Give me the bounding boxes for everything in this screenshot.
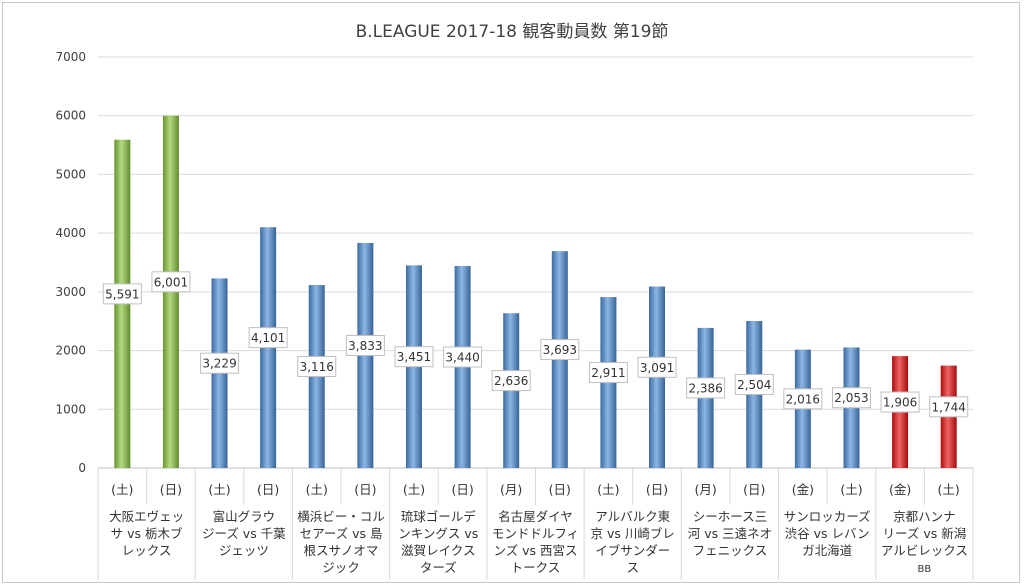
y-tick-label: 1000 xyxy=(55,402,86,416)
data-label-box xyxy=(540,339,580,361)
matchup-label: ンキングス vs xyxy=(398,526,478,541)
data-label-box xyxy=(831,387,871,409)
data-label: 3,451 xyxy=(397,350,431,364)
day-label: (土) xyxy=(306,482,328,497)
data-label: 2,911 xyxy=(591,366,625,380)
day-label: (日) xyxy=(743,482,765,497)
matchup-label: 根スサノオマ xyxy=(304,543,379,558)
matchup-label: アルビレックス xyxy=(881,543,968,558)
matchup-label: 大阪エヴェッ xyxy=(109,509,184,524)
matchup-label: サ vs 栃木ブ xyxy=(111,526,183,541)
day-label: (月) xyxy=(500,482,522,497)
day-label: (土) xyxy=(111,482,133,497)
data-label: 3,693 xyxy=(543,343,577,357)
day-label: (日) xyxy=(451,482,473,497)
data-label-box xyxy=(297,356,337,378)
y-tick-label: 4000 xyxy=(55,226,86,240)
data-label: 6,001 xyxy=(154,275,188,289)
data-label: 1,906 xyxy=(883,396,917,410)
matchup-label: モンドドルフィ xyxy=(492,526,579,541)
data-label-box xyxy=(102,283,142,305)
y-tick-label: 6000 xyxy=(55,109,86,123)
matchup-label: BB xyxy=(918,564,932,575)
chart-title: B.LEAGUE 2017-18 観客動員数 第19節 xyxy=(356,22,669,42)
matchup-label: 名古屋ダイヤ xyxy=(498,509,573,524)
data-label: 3,091 xyxy=(640,361,674,375)
matchup-label: 渋谷 vs レバン xyxy=(785,526,870,541)
data-label: 2,504 xyxy=(737,378,771,392)
data-label-box xyxy=(248,327,288,349)
matchup-label: シーホース三 xyxy=(693,509,767,524)
matchup-label: 京都ハンナ xyxy=(893,509,956,524)
data-label: 3,229 xyxy=(202,357,236,371)
matchup-label: 琉球ゴールデ xyxy=(401,509,477,524)
day-label: (金) xyxy=(792,482,814,497)
day-label: (土) xyxy=(403,482,425,497)
data-label-box xyxy=(734,373,774,395)
matchup-label: 富山グラウ xyxy=(213,509,276,524)
matchup-label: ジック xyxy=(322,560,360,575)
day-label: (日) xyxy=(257,482,279,497)
day-label: (土) xyxy=(840,482,862,497)
matchup-label: イブサンダー xyxy=(595,543,670,558)
day-label: (土) xyxy=(597,482,619,497)
matchup-label: レックス xyxy=(122,543,172,558)
day-label: (日) xyxy=(160,482,182,497)
data-label: 2,053 xyxy=(834,391,868,405)
data-label: 1,744 xyxy=(932,400,966,414)
y-tick-label: 0 xyxy=(78,461,86,475)
data-label: 3,116 xyxy=(300,360,334,374)
data-label-box xyxy=(200,352,240,374)
data-label-box xyxy=(686,377,726,399)
data-label-box xyxy=(880,391,920,413)
matchup-label: 京 vs 川崎ブレ xyxy=(591,526,675,541)
y-tick-label: 2000 xyxy=(55,344,86,358)
x-axis: (土) (日) (土) (日) (土) (日) (土) (日) (月) (日) (土) (日) (月) (… xyxy=(97,468,974,580)
matchup-label: ジーズ vs 千葉 xyxy=(202,526,286,541)
data-label-box xyxy=(394,346,434,368)
matchup-label: セアーズ vs 島 xyxy=(300,526,383,541)
data-label-box xyxy=(588,362,628,384)
matchup-label: 横浜ビー・コル xyxy=(297,509,385,524)
data-label: 2,386 xyxy=(688,381,722,395)
matchup-label: 滋賀レイクス xyxy=(401,543,475,558)
data-label-box xyxy=(929,396,969,418)
data-label: 2,016 xyxy=(786,392,820,406)
data-label: 3,833 xyxy=(348,339,382,353)
matchup-label: トークス xyxy=(511,560,561,575)
day-label: (土) xyxy=(208,482,230,497)
data-label-box xyxy=(637,356,677,378)
matchup-label: ジェッツ xyxy=(219,543,269,558)
matchup-label: フェニックス xyxy=(693,543,768,558)
data-label-box xyxy=(443,346,483,368)
y-tick-label: 5000 xyxy=(55,167,86,181)
data-label-box xyxy=(151,271,191,293)
data-label-box xyxy=(345,334,385,356)
matchup-label: サンロッカーズ xyxy=(784,509,871,524)
matchup-label: ス xyxy=(626,560,639,575)
matchup-label: アルバルク東 xyxy=(595,509,670,524)
matchup-label: リーズ vs 新潟 xyxy=(883,526,967,541)
day-label: (日) xyxy=(549,482,571,497)
data-label: 3,440 xyxy=(445,351,479,365)
matchup-label: ンズ vs 西宮ス xyxy=(493,543,577,558)
y-tick-label: 3000 xyxy=(55,285,86,299)
day-label: (土) xyxy=(938,482,960,497)
day-label: (日) xyxy=(646,482,668,497)
data-labels: 5,591 6,001 3,229 4,101 3,116 3,833 3,451 3,440… xyxy=(102,271,969,418)
data-label-box xyxy=(491,370,531,392)
data-label-box xyxy=(783,388,823,410)
y-axis: 0 1000 2000 3000 4000 5000 6000 7000 xyxy=(55,50,86,475)
day-label: (金) xyxy=(889,482,911,497)
matchup-label: 河 vs 三遠ネオ xyxy=(688,526,772,541)
data-label: 2,636 xyxy=(494,374,528,388)
data-label: 5,591 xyxy=(105,287,139,301)
y-tick-label: 7000 xyxy=(55,50,86,64)
matchup-label: ターズ xyxy=(420,560,457,575)
data-label: 4,101 xyxy=(251,331,285,345)
matchup-label: ガ北海道 xyxy=(802,543,853,558)
day-label: (月) xyxy=(695,482,717,497)
day-label: (日) xyxy=(354,482,376,497)
